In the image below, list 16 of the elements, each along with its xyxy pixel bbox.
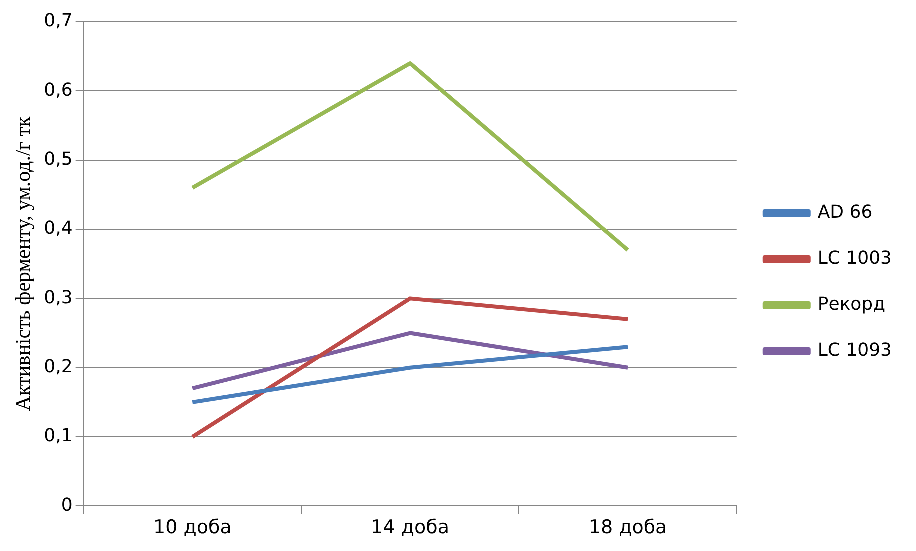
legend-label: LC 1093 [818,340,892,362]
y-axis-title: Активність ферменту, ум.од./г тк [11,116,36,412]
x-tick-label: 18 доба [588,516,668,539]
legend-label: LC 1003 [818,248,892,270]
y-tick-label: 0 [61,494,73,516]
y-tick-label: 0,2 [44,356,73,378]
y-tick-label: 0,3 [44,287,73,308]
y-tick-label: 0,4 [44,218,73,240]
legend-label: Рекорд [818,294,886,316]
x-tick-label: 14 доба [371,516,450,539]
legend-label: AD 66 [818,202,873,224]
y-tick-label: 0,1 [44,426,73,447]
y-tick-label: 0,7 [44,10,73,32]
x-tick-label: 10 доба [153,516,232,539]
y-tick-label: 0,6 [44,80,73,101]
y-tick-label: 0,5 [44,149,73,170]
